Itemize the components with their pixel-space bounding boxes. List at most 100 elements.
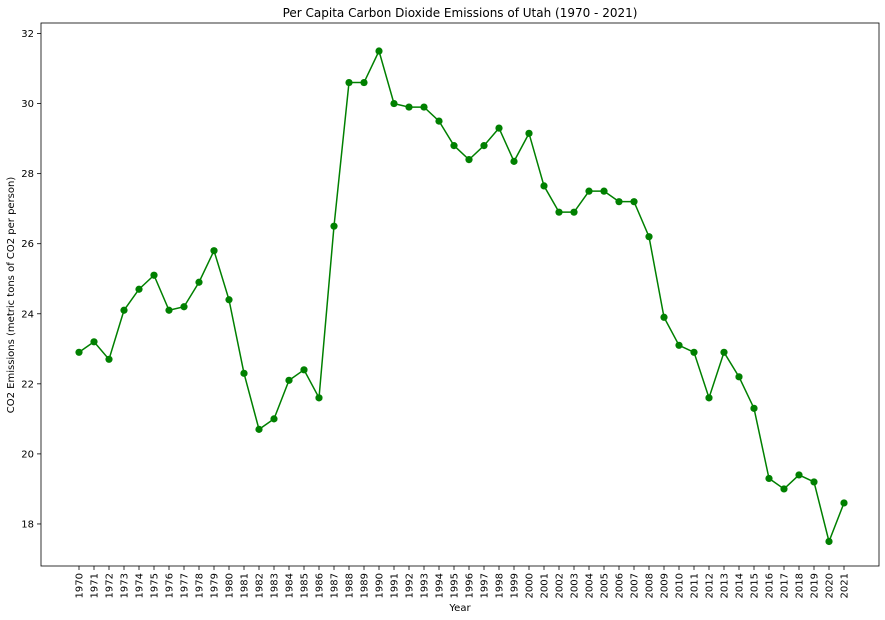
- y-tick-label: 22: [21, 379, 34, 390]
- x-tick-label: 2012: [705, 573, 716, 598]
- x-tick-label: 1980: [225, 573, 236, 598]
- chart-title: Per Capita Carbon Dioxide Emissions of U…: [283, 6, 638, 20]
- x-tick-label: 2021: [840, 573, 851, 598]
- data-point: [450, 142, 458, 150]
- x-tick-label: 1997: [480, 573, 491, 598]
- x-tick-label: 1973: [120, 573, 131, 598]
- x-tick-label: 1982: [255, 573, 266, 598]
- x-tick-label: 1994: [435, 573, 446, 598]
- data-point: [705, 394, 713, 402]
- data-point: [810, 478, 818, 486]
- x-tick-label: 2000: [525, 573, 536, 598]
- data-point: [180, 303, 188, 311]
- x-tick-label: 1984: [285, 573, 296, 598]
- x-tick-label: 2011: [690, 573, 701, 598]
- data-point: [165, 306, 173, 314]
- data-point: [390, 99, 398, 108]
- x-tick-label: 2018: [795, 573, 806, 598]
- data-point: [585, 187, 593, 195]
- plot-area-frame: [40, 22, 880, 567]
- x-tick-label: 1986: [315, 573, 326, 598]
- x-tick-label: 1995: [450, 573, 461, 598]
- x-tick-label: 1993: [420, 573, 431, 598]
- data-point: [735, 373, 743, 381]
- x-tick-label: 1996: [465, 573, 476, 598]
- data-point: [90, 338, 98, 346]
- data-point: [750, 404, 758, 412]
- data-point: [435, 117, 443, 125]
- series-layer: [75, 47, 848, 546]
- y-tick-label: 24: [21, 309, 34, 320]
- x-tick-label: 2017: [780, 573, 791, 598]
- x-tick-label: 2016: [765, 573, 776, 598]
- data-point: [360, 78, 368, 87]
- data-point: [495, 124, 503, 132]
- data-point: [120, 306, 128, 314]
- x-tick-label: 2001: [540, 573, 551, 598]
- x-tick-label: 2019: [810, 573, 821, 598]
- x-tick-label: 2003: [570, 573, 581, 598]
- x-tick-label: 1989: [360, 573, 371, 598]
- x-tick-label: 1991: [390, 573, 401, 598]
- data-point: [465, 156, 473, 164]
- data-point: [375, 47, 383, 55]
- data-point: [720, 348, 728, 356]
- data-point: [795, 471, 803, 479]
- x-tick-label: 1978: [195, 573, 206, 598]
- data-point: [105, 355, 113, 363]
- x-tick-label: 1985: [300, 573, 311, 598]
- data-point: [420, 103, 428, 111]
- data-point: [570, 208, 578, 216]
- x-tick-label: 2007: [630, 573, 641, 598]
- data-point: [75, 348, 83, 356]
- data-point: [150, 271, 158, 279]
- y-tick-label: 26: [21, 239, 34, 250]
- y-tick-label: 18: [21, 519, 34, 530]
- data-point: [660, 313, 668, 321]
- x-tick-label: 2020: [825, 573, 836, 598]
- data-point: [300, 366, 308, 374]
- y-tick-label: 20: [21, 449, 34, 460]
- data-point: [510, 157, 518, 165]
- data-point: [255, 425, 263, 433]
- data-point: [195, 278, 203, 286]
- data-point: [315, 394, 323, 402]
- x-tick-label: 2009: [660, 573, 671, 598]
- x-axis: 1970 1971 1972 1973 1974 1975 1976 1977 1978 1979…: [75, 566, 851, 598]
- data-point: [630, 198, 638, 206]
- data-point: [645, 233, 653, 241]
- x-tick-label: 1972: [105, 573, 116, 598]
- x-tick-label: 1983: [270, 573, 281, 598]
- x-axis-title: Year: [448, 603, 471, 614]
- x-tick-label: 1998: [495, 573, 506, 598]
- y-tick-label: 32: [21, 29, 34, 40]
- data-point: [555, 208, 563, 216]
- x-tick-label: 1981: [240, 573, 251, 598]
- data-point: [285, 376, 293, 384]
- data-point: [540, 182, 548, 190]
- x-tick-label: 2005: [600, 573, 611, 598]
- x-tick-label: 2014: [735, 573, 746, 598]
- x-tick-label: 1999: [510, 573, 521, 598]
- x-tick-label: 2008: [645, 573, 656, 598]
- x-tick-label: 1992: [405, 573, 416, 598]
- data-point: [525, 129, 533, 137]
- x-tick-label: 2002: [555, 573, 566, 598]
- data-point: [270, 415, 278, 423]
- data-point: [330, 222, 338, 230]
- data-point: [225, 296, 233, 304]
- x-tick-label: 2015: [750, 573, 761, 598]
- x-tick-label: 1971: [90, 573, 101, 598]
- data-point: [240, 369, 248, 377]
- data-point: [345, 78, 353, 87]
- data-point: [600, 187, 608, 195]
- y-tick-label: 28: [21, 169, 34, 180]
- y-axis: 18 20 22 24 26 28 30 32: [21, 29, 41, 530]
- x-tick-label: 2010: [675, 573, 686, 598]
- data-point: [825, 537, 833, 546]
- x-tick-label: 1979: [210, 573, 221, 598]
- x-tick-label: 1970: [75, 573, 86, 598]
- x-tick-label: 1975: [150, 573, 161, 598]
